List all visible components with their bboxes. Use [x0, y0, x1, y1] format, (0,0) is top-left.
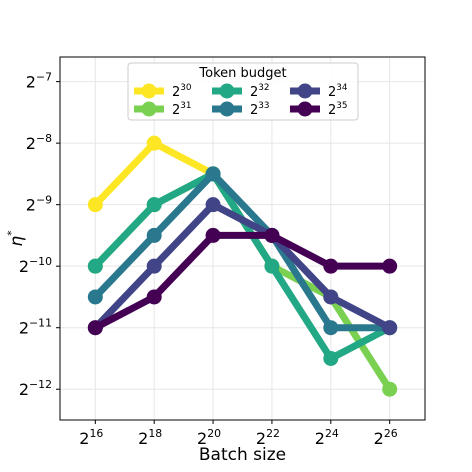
data-point	[382, 320, 398, 336]
series-line	[92, 201, 392, 331]
legend-title: Token budget	[198, 66, 286, 81]
legend-label: 234	[328, 83, 348, 100]
data-point	[87, 258, 103, 274]
legend-swatch-marker	[219, 83, 235, 99]
data-point	[323, 350, 339, 366]
data-point	[87, 197, 103, 213]
data-point	[146, 258, 162, 274]
legend-entry: 233	[212, 101, 270, 118]
y-tick-label: 2−12	[19, 378, 52, 399]
data-point	[205, 197, 221, 213]
data-point	[382, 381, 398, 397]
y-tick-label: 2−7	[26, 70, 52, 91]
legend-label: 232	[250, 83, 270, 100]
x-tick-label: 226	[374, 427, 398, 448]
data-point	[205, 166, 221, 182]
data-point	[146, 289, 162, 305]
series-layer	[87, 135, 398, 397]
y-tick-label: 2−10	[19, 255, 52, 276]
data-point	[323, 258, 339, 274]
legend-label: 230	[172, 83, 192, 100]
data-point	[146, 135, 162, 151]
legend-swatch-marker	[141, 101, 157, 117]
data-point	[87, 320, 103, 336]
series-2-35	[87, 227, 398, 336]
legend-entry: 234	[290, 83, 348, 100]
legend-swatch-marker	[297, 101, 313, 117]
y-axis-ticks: 2−7 2−8 2−9 2−10 2−11 2−12	[19, 70, 60, 399]
data-point	[382, 258, 398, 274]
y-tick-label: 2−11	[19, 317, 52, 338]
legend-swatch-marker	[219, 101, 235, 117]
y-tick-label: 2−8	[26, 132, 52, 153]
legend-label: 231	[172, 101, 192, 118]
legend-label: 235	[328, 101, 348, 118]
x-tick-label: 216	[79, 427, 103, 448]
legend-entry: 232	[212, 83, 270, 100]
data-point	[264, 258, 280, 274]
x-tick-label: 220	[197, 427, 221, 448]
data-point	[146, 227, 162, 243]
x-axis-label: Batch size	[199, 445, 286, 465]
data-point	[323, 320, 339, 336]
legend-swatch-marker	[141, 83, 157, 99]
plot-frame	[59, 56, 426, 421]
legend-entry: 231	[134, 101, 192, 118]
data-point	[205, 227, 221, 243]
x-axis-ticks: 216 218 220 222 224 226	[79, 420, 398, 448]
series-line	[93, 231, 390, 331]
legend-label: 233	[250, 101, 270, 118]
legend-entry: 235	[290, 101, 348, 118]
data-point	[146, 197, 162, 213]
series-line	[92, 170, 390, 332]
x-tick-label: 222	[256, 427, 280, 448]
y-axis-label: η*	[5, 230, 27, 247]
data-point	[264, 227, 280, 243]
x-tick-label: 224	[315, 427, 339, 448]
x-tick-label: 218	[138, 427, 162, 448]
legend-entry: 230	[134, 83, 192, 100]
data-point	[323, 289, 339, 305]
data-point	[87, 289, 103, 305]
legend-swatch-marker	[297, 83, 313, 99]
y-tick-label: 2−9	[26, 193, 52, 214]
